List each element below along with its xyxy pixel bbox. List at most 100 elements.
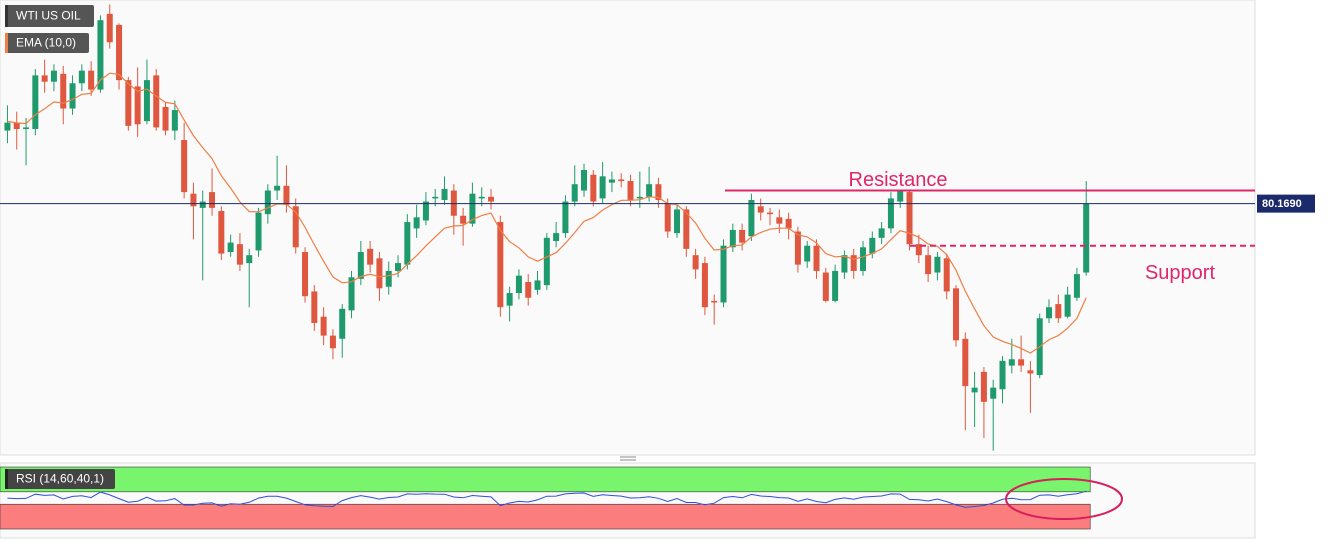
highlight-ellipse <box>1005 478 1123 520</box>
candle-body <box>878 228 885 238</box>
candle-body <box>739 229 746 243</box>
ema-line <box>7 72 1087 354</box>
candle-body <box>441 188 448 200</box>
candle-body <box>980 371 987 402</box>
candle-body <box>292 206 299 248</box>
last-price-label: 80.1690 <box>1262 198 1302 210</box>
candle-body <box>599 176 606 199</box>
candle-body <box>776 217 783 224</box>
candle-body <box>525 281 532 298</box>
candle-body <box>162 106 169 131</box>
candle-body <box>748 199 755 237</box>
candle-body <box>357 252 364 279</box>
candle-body <box>729 229 736 248</box>
candle-body <box>78 70 85 84</box>
candle-body <box>562 201 569 234</box>
candle-body <box>822 272 829 301</box>
candle-body <box>311 291 318 323</box>
candle-body <box>655 184 662 200</box>
candle-body <box>990 387 997 399</box>
candle-body <box>320 316 327 336</box>
candle-body <box>236 244 243 265</box>
candle-body <box>60 73 67 109</box>
candle-body <box>953 288 960 341</box>
candle-body <box>701 263 708 308</box>
candle-body <box>302 252 309 297</box>
candle-body <box>860 247 867 271</box>
candle-body <box>674 209 681 234</box>
candle-body <box>636 196 643 199</box>
candle-body <box>395 263 402 271</box>
candle-body <box>850 255 857 271</box>
candle-body <box>515 275 522 294</box>
candle-body <box>385 270 392 287</box>
candle-body <box>339 308 346 339</box>
candle-body <box>218 211 225 254</box>
candle-body <box>88 70 95 90</box>
candle-body <box>832 270 839 301</box>
candle-body <box>590 174 597 202</box>
candle-body <box>1027 370 1034 374</box>
candle-body <box>711 300 718 303</box>
candle-body <box>971 387 978 393</box>
candle-body <box>897 190 904 202</box>
candle-body <box>171 110 178 131</box>
ema-label: EMA (10,0) <box>16 36 76 50</box>
ema-box <box>5 33 89 53</box>
candle-body <box>41 75 48 82</box>
overlay: 80.1690 Resistance Support <box>0 169 1315 284</box>
symbol-stripe <box>5 5 8 27</box>
candle-body <box>50 70 57 82</box>
candle-body <box>376 258 383 289</box>
candle-body <box>227 242 234 253</box>
candle-body <box>683 209 690 249</box>
candle-body <box>534 280 541 290</box>
candle-body <box>348 277 355 311</box>
candle-body <box>13 122 20 130</box>
candle-body <box>804 245 811 262</box>
candle-body <box>97 20 104 90</box>
candle-body <box>478 196 485 199</box>
candle-body <box>1064 294 1071 317</box>
candle-body <box>181 140 188 193</box>
candle-body <box>329 335 336 349</box>
last-price-box <box>1257 194 1315 213</box>
candle-body <box>134 86 141 125</box>
candle-body <box>469 193 476 224</box>
candle-body <box>906 192 913 245</box>
candle-body <box>1046 307 1053 319</box>
candle-body <box>841 255 848 273</box>
candle-body <box>925 255 932 275</box>
candle-body <box>153 75 160 128</box>
candle-body <box>543 237 550 286</box>
rsi-box <box>5 469 115 489</box>
candle-body <box>422 201 429 221</box>
candle-body <box>246 255 253 264</box>
level-label: Support <box>1145 262 1215 284</box>
candle-body <box>488 196 495 202</box>
symbol-box <box>5 5 94 27</box>
candle-body <box>553 233 560 241</box>
candle-body <box>413 217 420 229</box>
candle-body <box>581 170 588 191</box>
candle-body <box>404 222 411 265</box>
candle-body <box>432 196 439 199</box>
candle-body <box>283 185 290 205</box>
price-plot <box>0 0 1256 456</box>
candle-body <box>767 212 774 215</box>
candle-body <box>757 206 764 213</box>
candle-body <box>1083 203 1090 273</box>
candle-body <box>1055 304 1062 319</box>
candle-body <box>143 80 150 122</box>
candle-body <box>618 179 625 182</box>
candle-body <box>692 255 699 270</box>
candle-body <box>646 184 653 197</box>
candle-body <box>664 203 671 232</box>
candle-body <box>915 244 922 256</box>
candle-body <box>209 192 216 208</box>
rsi-label: RSI (14,60,40,1) <box>16 472 104 486</box>
level-label: Resistance <box>849 169 948 191</box>
candle-body <box>813 245 820 271</box>
candle-body <box>367 248 374 265</box>
